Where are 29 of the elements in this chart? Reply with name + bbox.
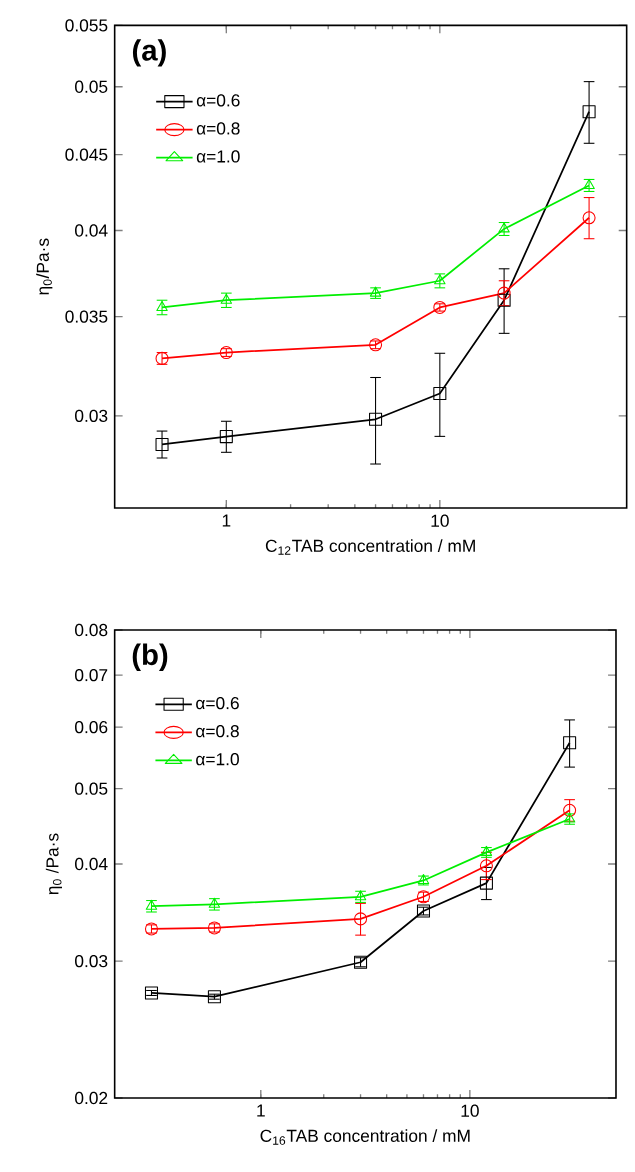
y-tick-label: 0.04 — [75, 857, 108, 871]
x-axis-title: C$_{12}$TAB concentration / mM — [265, 539, 475, 555]
x-tick-label: 1 — [222, 514, 231, 527]
legend-label: α=0.8 — [196, 725, 239, 738]
legend-label: α=0.6 — [196, 94, 240, 107]
legend-label: α=1.0 — [196, 150, 240, 163]
y-tick-label: 0.05 — [75, 782, 108, 795]
x-tick-label: 10 — [461, 1104, 479, 1117]
y-tick-label: 0.055 — [65, 19, 108, 32]
y-tick-label: 0.045 — [65, 148, 108, 161]
legend-label: α=0.6 — [196, 696, 239, 710]
y-tick-label: 0.03 — [75, 409, 108, 422]
legend-label: α=0.8 — [196, 122, 240, 135]
y-tick-label: 0.03 — [75, 954, 108, 968]
y-tick-label: 0.08 — [75, 623, 108, 637]
y-tick-label: 0.02 — [75, 1091, 108, 1105]
y-tick-label: 0.035 — [65, 310, 108, 323]
y-tick-label: 0.04 — [75, 224, 108, 237]
x-axis-title: C$_{16}$TAB concentration / mM — [260, 1129, 470, 1145]
chart-title: (a) — [132, 39, 166, 67]
y-axis-title: η$_{0}$ /Pa·s — [45, 833, 63, 895]
legend-label: α=1.0 — [196, 753, 239, 766]
x-tick-label: 10 — [431, 514, 449, 527]
y-tick-label: 0.06 — [75, 720, 108, 734]
chart-title: (b) — [132, 643, 168, 671]
y-tick-label: 0.07 — [75, 668, 108, 682]
y-axis-title: η$_{0}$/Pa·s — [36, 238, 53, 295]
y-tick-label: 0.05 — [75, 80, 108, 93]
x-tick-label: 1 — [257, 1104, 265, 1117]
